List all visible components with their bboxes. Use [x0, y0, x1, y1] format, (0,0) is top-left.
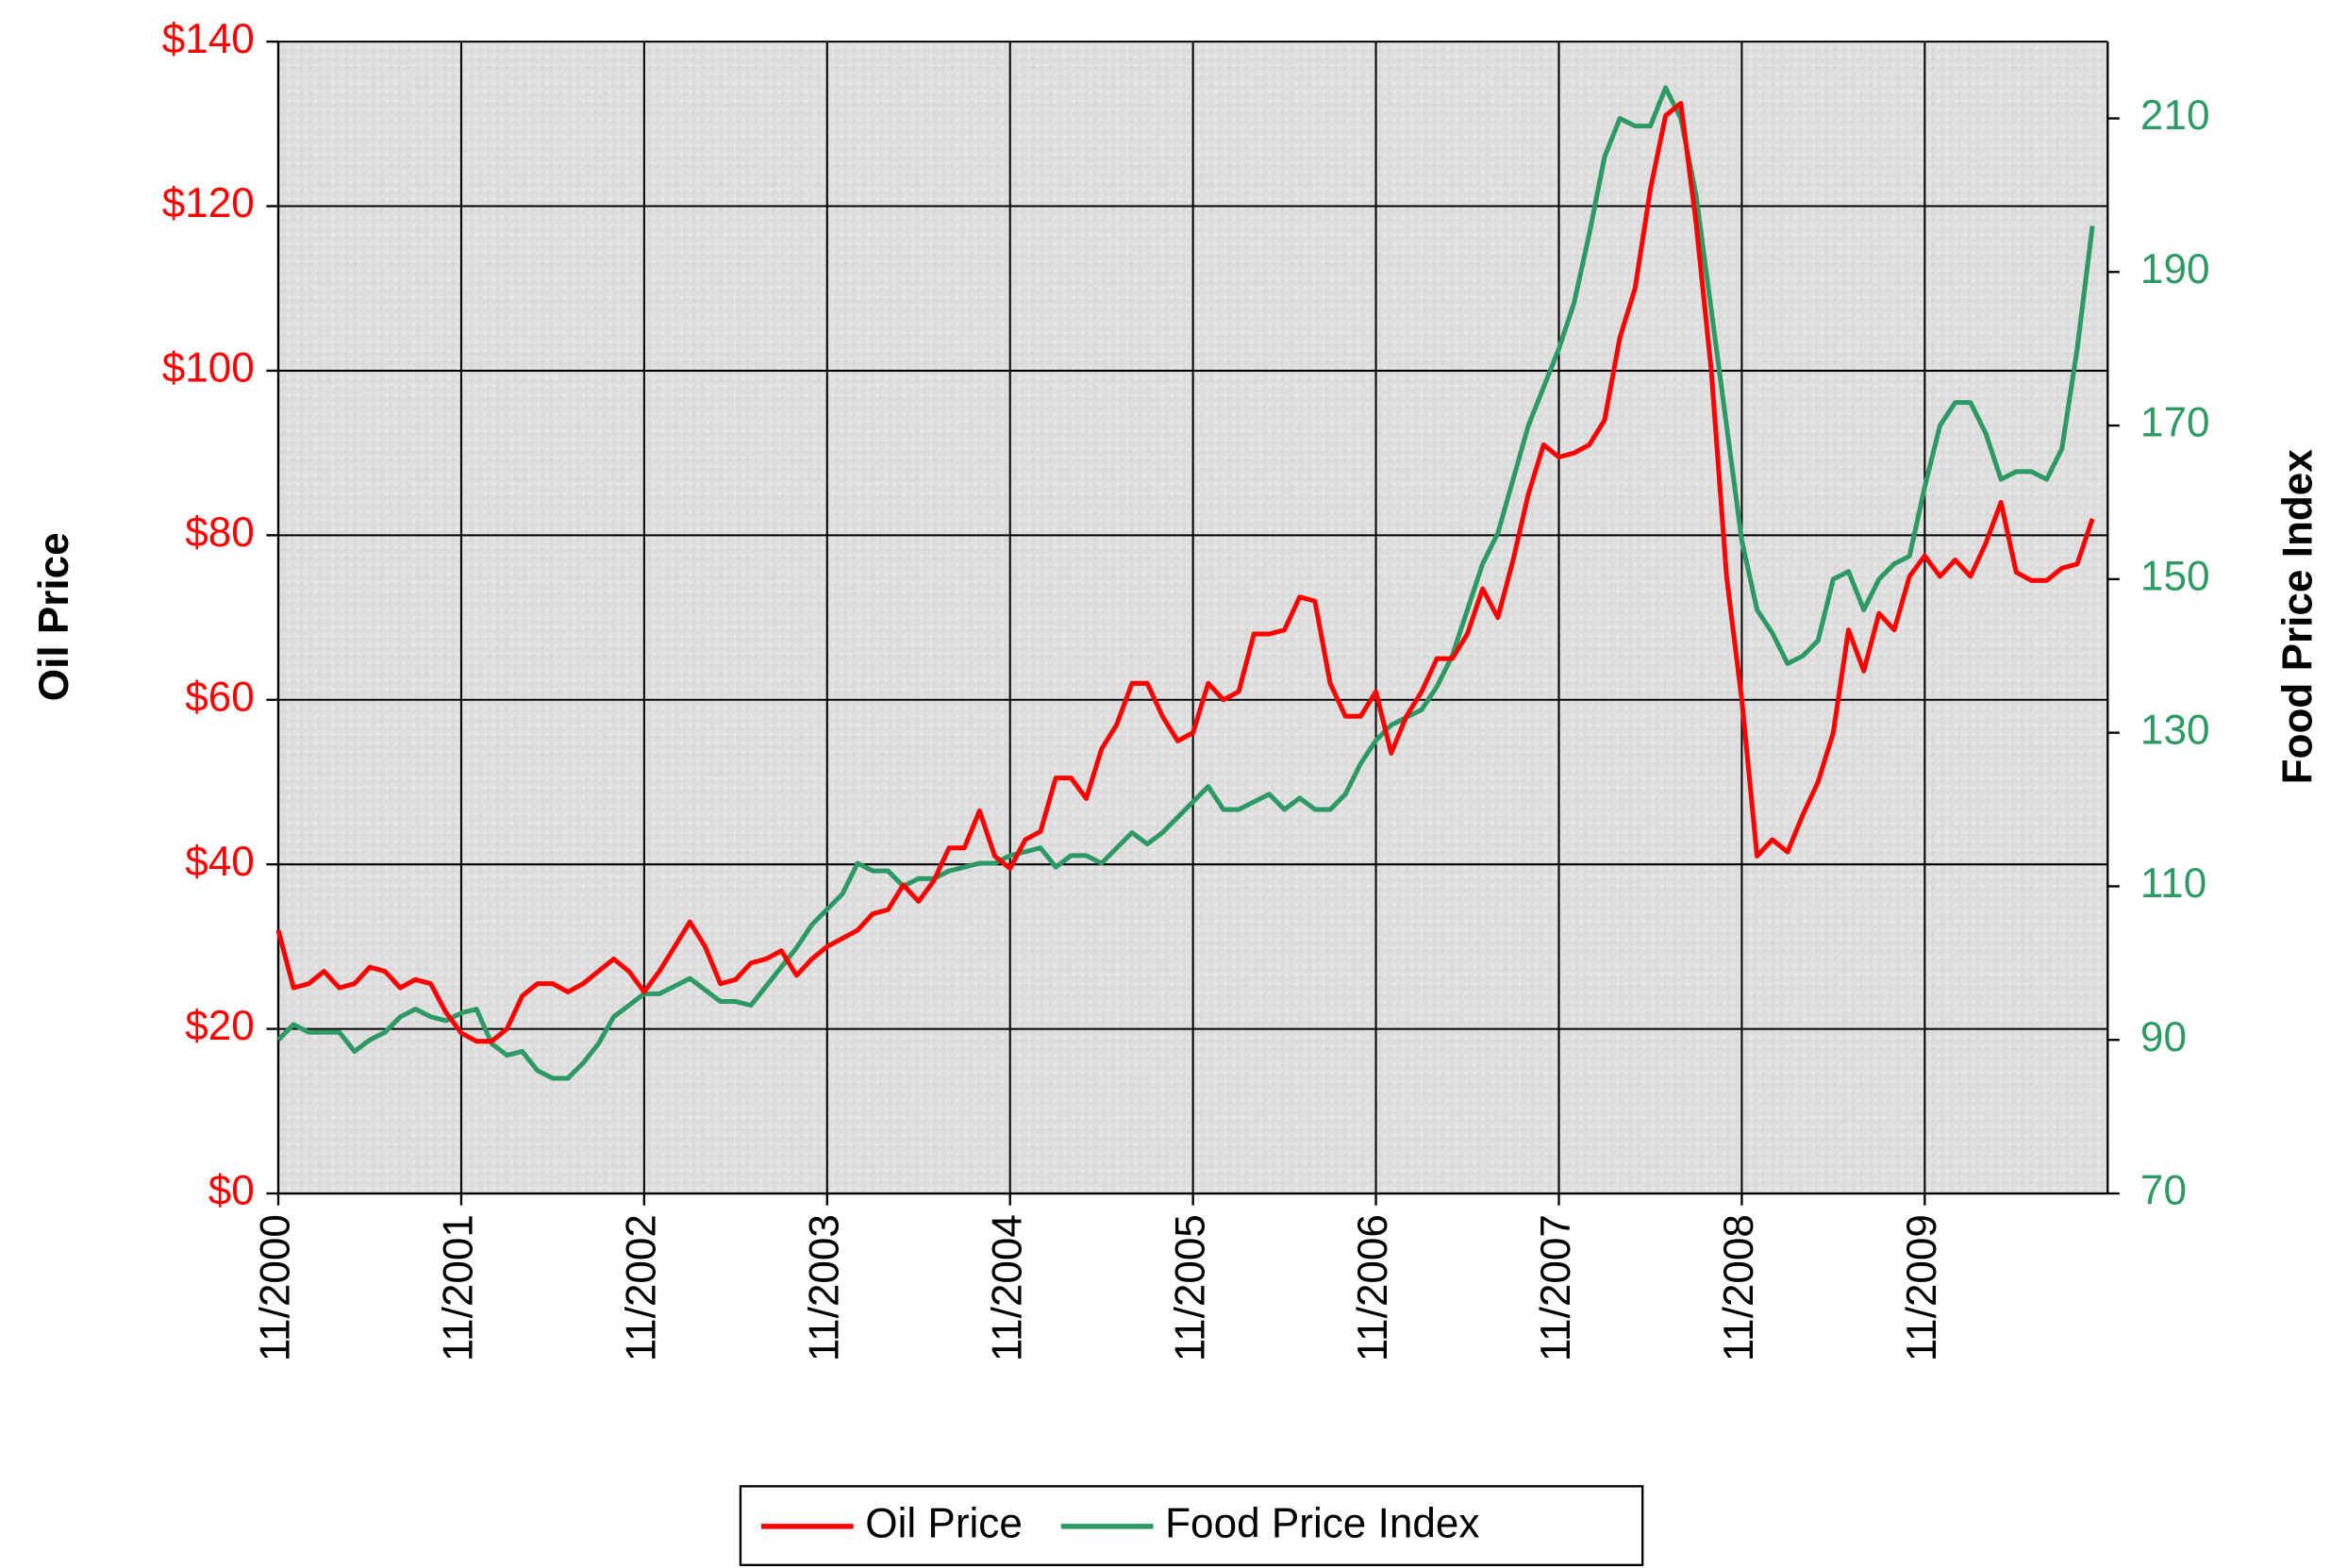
x-tick-label: 11/2002 [619, 1214, 665, 1361]
x-tick-label: 11/2001 [436, 1214, 482, 1361]
y-axis-title: Oil Price [31, 532, 77, 701]
y-tick-label: $60 [185, 674, 255, 720]
y2-tick-label: 110 [2140, 860, 2206, 907]
x-tick-label: 11/2006 [1350, 1214, 1396, 1361]
series-line [276, 85, 2095, 1081]
legend-box [739, 1485, 1644, 1567]
y-tick-label: $0 [208, 1168, 255, 1214]
y-tick-label: $80 [185, 509, 255, 556]
x-tick-label: 11/2000 [253, 1214, 299, 1361]
y-tick-label: $20 [185, 1003, 255, 1049]
legend-label: Food Price Index [1165, 1501, 1479, 1547]
x-tick-label: 11/2005 [1167, 1214, 1213, 1361]
series-line [275, 100, 2095, 1044]
y-tick-label: $140 [162, 16, 255, 62]
y-tick-label: $40 [185, 839, 255, 885]
y2-tick-label: 150 [2140, 554, 2210, 600]
y2-tick-label: 130 [2140, 707, 2210, 753]
x-tick-label: 11/2009 [1899, 1214, 1945, 1361]
y2-tick-label: 70 [2140, 1168, 2187, 1214]
y2-axis-title: Food Price Index [2275, 449, 2322, 785]
y-tick-label: $100 [162, 345, 255, 392]
y2-tick-label: 210 [2140, 92, 2210, 139]
y2-tick-label: 190 [2140, 246, 2210, 292]
y2-tick-label: 170 [2140, 400, 2210, 446]
x-tick-label: 11/2004 [984, 1214, 1030, 1361]
y-tick-label: $120 [162, 180, 255, 226]
x-tick-label: 11/2008 [1716, 1214, 1762, 1361]
legend-label: Oil Price [865, 1501, 1023, 1547]
x-tick-label: 11/2007 [1533, 1214, 1579, 1361]
y2-tick-label: 90 [2140, 1014, 2187, 1060]
x-tick-label: 11/2003 [801, 1214, 847, 1361]
